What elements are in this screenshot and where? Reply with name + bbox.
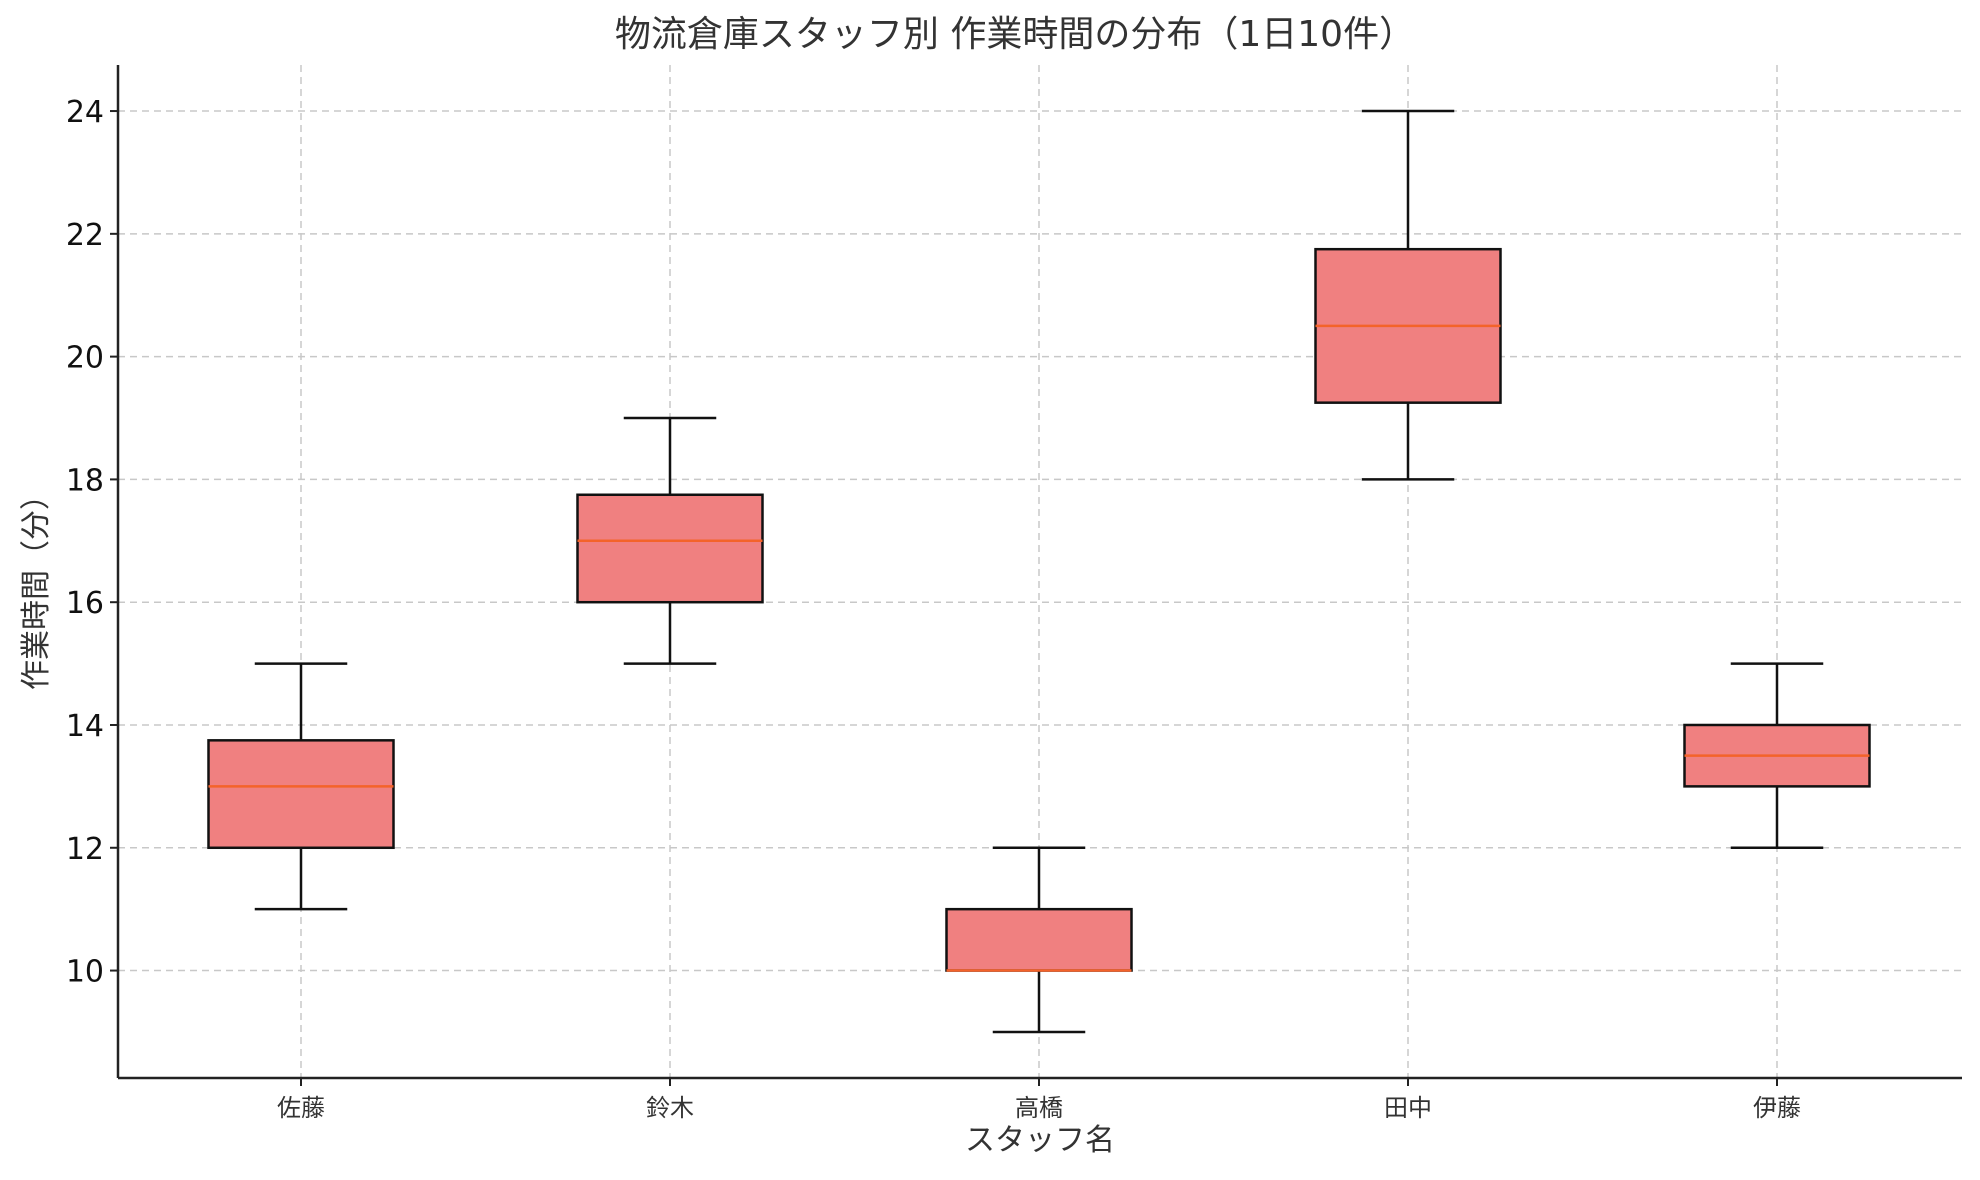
- chart-title: 物流倉庫スタッフ別 作業時間の分布（1日10件）: [615, 14, 1415, 55]
- y-ticks: 10 12 14 16 18 20 22 24: [66, 95, 118, 990]
- iqr-box: [945, 907, 1133, 972]
- box-2: [576, 416, 764, 665]
- y-axis-label: 作業時間（分）: [19, 480, 54, 690]
- x-tick-label: 鈴木: [646, 1094, 694, 1122]
- x-tick-label: 田中: [1384, 1094, 1432, 1122]
- y-tick-label: 10: [66, 955, 104, 990]
- x-ticks: 佐藤 鈴木 高橋 田中 伊藤: [277, 1078, 1801, 1122]
- y-tick-label: 18: [66, 463, 104, 498]
- y-tick-label: 22: [66, 218, 104, 253]
- x-tick-label: 伊藤: [1753, 1094, 1801, 1122]
- iqr-box: [207, 739, 395, 850]
- box-4: [1314, 109, 1502, 481]
- y-tick-label: 20: [66, 341, 104, 376]
- boxes: [207, 109, 1871, 1034]
- box-5: [1683, 662, 1871, 850]
- y-tick-label: 14: [66, 709, 104, 744]
- y-tick-label: 12: [66, 832, 104, 867]
- y-tick-label: 24: [66, 95, 104, 130]
- x-axis-label: スタッフ名: [965, 1123, 1115, 1158]
- x-tick-label: 高橋: [1015, 1094, 1063, 1122]
- y-tick-label: 16: [66, 586, 104, 621]
- x-tick-label: 佐藤: [277, 1094, 325, 1122]
- iqr-box: [576, 493, 764, 604]
- box-1: [207, 662, 395, 911]
- box-3: [945, 846, 1133, 1034]
